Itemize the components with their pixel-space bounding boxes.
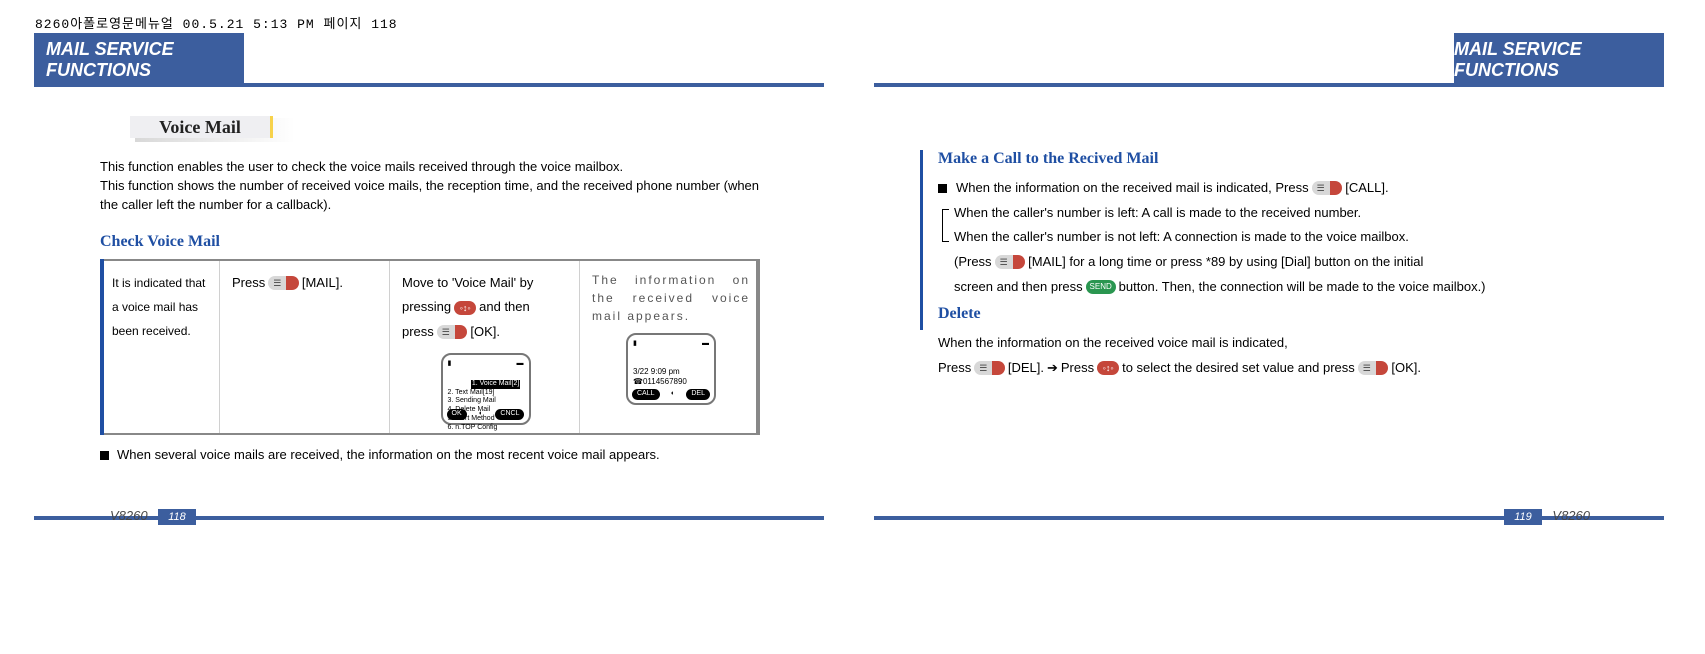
step-3-l3a: press: [402, 320, 434, 345]
del-l2c: Press: [1061, 356, 1094, 381]
menu-line-2: 2. Text Mail[19]: [448, 389, 495, 396]
footer-rule-left: [34, 516, 824, 520]
step-3-l3b: [OK].: [470, 320, 500, 345]
footer-page-num-left: 118: [158, 509, 196, 525]
delete-heading: Delete: [938, 305, 1600, 323]
header-tab-right: MAIL SERVICE FUNCTIONS: [1454, 33, 1664, 87]
nav-key-icon: ◦↕◦: [1097, 361, 1119, 375]
footer-rule-right: [874, 516, 1664, 520]
mc-line4b: [MAIL] for a long time or press *89 by u…: [1028, 250, 1423, 275]
step-4-text: The information on the received voice ma…: [592, 271, 750, 325]
softkey-ok: OK: [447, 409, 467, 420]
footer-page-num-right: 119: [1504, 509, 1542, 525]
bullet-icon: [100, 451, 109, 460]
step-1-text: It is indicated that a voice mail has be…: [112, 271, 209, 343]
menu-line-1: 1. Voice Mail[2]: [471, 380, 520, 389]
mc-line4a: (Press: [954, 250, 992, 275]
step-4: The information on the received voice ma…: [580, 261, 760, 433]
del-l2d: to select the desired set value and pres…: [1122, 356, 1355, 381]
step-2-key-label: [MAIL].: [302, 271, 343, 296]
info-line-2: ☎0114567890: [633, 377, 709, 387]
header-rule-left: [34, 83, 824, 87]
phone-screen-info: ▮▬ 3/22 9:09 pm ☎0114567890 CALL ◐ DEL: [626, 333, 716, 405]
top-meta-line: 8260아폴로영문메뉴얼 00.5.21 5:13 PM 페이지 118: [35, 13, 398, 32]
call-key-icon: ☰: [1312, 181, 1343, 195]
menu-line-3: 3. Sending Mail: [448, 397, 496, 404]
step-3-l2a: pressing: [402, 295, 451, 320]
header-rule-right: [874, 83, 1664, 87]
footer-model-left: V8260: [110, 508, 148, 523]
mc-line1b: [CALL].: [1345, 176, 1388, 201]
intro-line-2: This function shows the number of receiv…: [100, 177, 760, 215]
step-3-l2b: and then: [479, 295, 530, 320]
menu-line-6: 6. n.TOP Config: [448, 424, 498, 431]
send-key-icon: SEND: [1086, 280, 1116, 294]
note-row: When several voice mails are received, t…: [100, 447, 760, 462]
del-key-icon: ☰: [974, 361, 1005, 375]
del-l2e: [OK].: [1391, 356, 1421, 381]
ok-key-icon: ☰: [437, 325, 468, 339]
bullet-icon: [938, 184, 947, 193]
step-3: Move to 'Voice Mail' by pressing ◦↕◦ and…: [390, 261, 580, 433]
mc-line2: When the caller's number is left: A call…: [954, 201, 1361, 226]
mc-line1a: When the information on the received mai…: [956, 176, 1309, 201]
del-line1: When the information on the received voi…: [938, 331, 1288, 356]
softkey-cncl: CNCL: [495, 409, 524, 420]
table-rule-right: [756, 259, 760, 435]
bracket-group: When the caller's number is left: A call…: [938, 201, 1600, 250]
phone-screen-menu: ▮▬ 1. Voice Mail[2] 2. Text Mail[19] 3. …: [441, 353, 531, 425]
step-2: Press ☰ [MAIL].: [220, 261, 390, 433]
mc-line5b: button. Then, the connection will be mad…: [1119, 275, 1486, 300]
header-tab-left: MAIL SERVICE FUNCTIONS: [34, 33, 244, 87]
table-rule-left: [100, 259, 104, 435]
softkey-del: DEL: [686, 389, 710, 400]
mc-line5a: screen and then press: [954, 275, 1083, 300]
intro-line-1: This function enables the user to check …: [100, 158, 760, 177]
steps-table: It is indicated that a voice mail has be…: [100, 259, 760, 435]
vertical-accent: [920, 150, 923, 330]
softkey-call: CALL: [632, 389, 660, 400]
section-title-bar: Voice Mail: [130, 116, 273, 138]
step-1: It is indicated that a voice mail has be…: [100, 261, 220, 433]
footer-model-right: V8260: [1552, 508, 1590, 523]
header-title-right: MAIL SERVICE FUNCTIONS: [1454, 39, 1652, 81]
make-call-heading: Make a Call to the Recived Mail: [938, 150, 1600, 168]
left-content: Voice Mail This function enables the use…: [100, 116, 760, 462]
info-line-1: 3/22 9:09 pm: [633, 367, 709, 377]
ok-key-icon: ☰: [1358, 361, 1389, 375]
step-3-l1: Move to 'Voice Mail' by: [402, 271, 533, 296]
intro-text: This function enables the user to check …: [100, 158, 760, 215]
nav-key-icon: ◦↕◦: [454, 301, 476, 315]
header-title: MAIL SERVICE FUNCTIONS: [46, 39, 244, 81]
mail-key-icon: ☰: [995, 255, 1026, 269]
right-content: Make a Call to the Recived Mail When the…: [920, 150, 1600, 381]
section-title-text: Voice Mail: [159, 117, 241, 138]
section-title: Voice Mail: [100, 116, 760, 146]
mc-line3: When the caller's number is not left: A …: [954, 225, 1409, 250]
arrow-icon: ➔: [1047, 356, 1058, 381]
note-text: When several voice mails are received, t…: [117, 447, 660, 462]
mail-key-icon: ☰: [268, 276, 299, 290]
check-voice-mail-heading: Check Voice Mail: [100, 233, 760, 251]
del-l2b: [DEL].: [1008, 356, 1044, 381]
del-l2a: Press: [938, 356, 971, 381]
step-2-pre: Press: [232, 271, 265, 296]
